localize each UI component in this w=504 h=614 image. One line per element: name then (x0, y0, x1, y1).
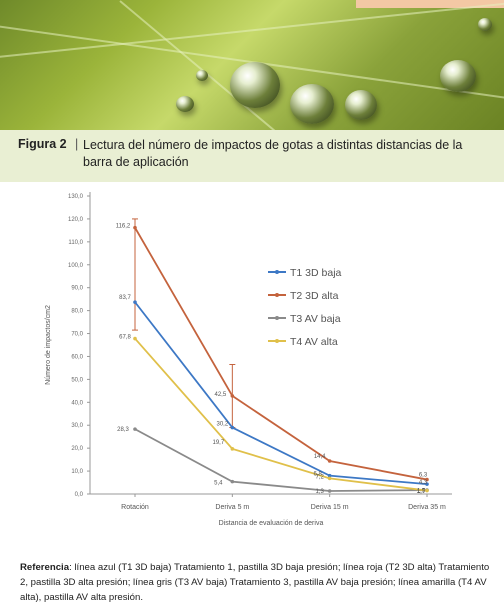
data-label: 5,4 (214, 481, 223, 487)
data-label: 4,3 (419, 480, 428, 486)
line-chart: 0,0 10,0 20,0 30,0 40,0 50,0 60,0 70,0 80,0 90,0 1… (45, 192, 452, 527)
water-drop (478, 18, 492, 31)
water-drop (196, 70, 208, 81)
leaf-vein (0, 0, 504, 62)
series-line-1 (134, 301, 428, 486)
data-point (425, 482, 429, 486)
y-tick-label: 80,0 (71, 309, 83, 315)
data-label: 1,5 (417, 489, 426, 495)
data-point (425, 488, 429, 493)
y-tick-label: 40,0 (71, 400, 83, 406)
data-label: 1,3 (315, 489, 324, 495)
x-axis-title: Distancia de evaluación de deriva (219, 520, 324, 527)
data-point (133, 300, 137, 304)
y-tick-label: 60,0 (71, 354, 83, 360)
legend-label: T4 AV alta (290, 336, 338, 348)
data-label: 7,2 (315, 475, 324, 481)
y-tick-label: 0,0 (75, 492, 84, 498)
legend-marker (275, 339, 279, 343)
data-point (230, 394, 235, 398)
data-point (327, 459, 332, 463)
data-point (327, 489, 332, 493)
data-point (133, 336, 137, 341)
y-tick-label: 50,0 (71, 377, 83, 383)
y-tick-label: 90,0 (71, 286, 83, 292)
data-label: 1,7 (417, 489, 426, 495)
data-point (230, 425, 235, 430)
data-label: 6,3 (419, 473, 428, 479)
x-tick-label: Deriva 35 m (408, 504, 446, 511)
data-label: 67,8 (119, 335, 131, 341)
figure-separator: | (75, 137, 79, 151)
header-banner-image (0, 0, 504, 130)
data-point (230, 447, 235, 451)
data-point (230, 479, 235, 484)
y-tick-label: 10,0 (71, 469, 83, 475)
legend-label: T3 AV baja (290, 313, 341, 325)
data-point (425, 477, 429, 482)
x-tick-label: Deriva 15 m (311, 504, 349, 511)
water-drop (440, 60, 476, 92)
data-label: 28,3 (117, 427, 129, 433)
legend-label: T2 3D alta (290, 290, 339, 302)
water-drop (176, 96, 194, 112)
water-drop (230, 62, 280, 108)
data-label: 6,8 (313, 471, 322, 477)
y-tick-label: 70,0 (71, 332, 83, 338)
data-label: 14,4 (314, 454, 326, 460)
data-label: 42,5 (214, 392, 226, 398)
reference-text: : línea azul (T1 3D baja) Tratamiento 1,… (20, 562, 490, 603)
y-tick-label: 100,0 (68, 263, 84, 269)
series-line-4 (134, 337, 428, 492)
data-label: 116,2 (116, 224, 131, 230)
x-tick-label: Rotación (121, 504, 149, 511)
y-tick-label: 20,0 (71, 446, 83, 452)
y-axis-title: Número de impactos/cm2 (45, 305, 52, 385)
y-tick-label: 110,0 (68, 240, 83, 246)
water-drop (290, 84, 334, 124)
y-tick-label: 120,0 (68, 217, 84, 223)
figure-label: Figura 2 (18, 137, 67, 151)
banner-corner-accent (356, 0, 504, 8)
water-drop (345, 90, 377, 120)
data-label: 19,7 (212, 440, 224, 446)
figure-caption-box (0, 130, 504, 182)
data-point (133, 225, 137, 230)
series-line-3 (134, 428, 428, 492)
x-tick-label: Deriva 5 m (215, 504, 249, 511)
series-line-2 (134, 227, 428, 481)
y-tick-label: 30,0 (71, 423, 83, 429)
legend-marker (275, 316, 279, 320)
legend-label: T1 3D baja (290, 267, 342, 279)
reference-label: Referencia (20, 562, 70, 573)
figure-title: Lectura del número de impactos de gotas … (83, 138, 463, 169)
y-tick-label: 130,0 (68, 194, 84, 200)
data-point (327, 473, 332, 478)
legend-marker (275, 270, 279, 274)
data-point (327, 476, 332, 481)
data-label: 30,2 (216, 422, 228, 428)
legend-marker (275, 293, 279, 297)
reference-note: Referencia: línea azul (T1 3D baja) Trat… (20, 560, 490, 605)
data-label: 83,7 (119, 295, 131, 301)
data-point (133, 427, 137, 431)
